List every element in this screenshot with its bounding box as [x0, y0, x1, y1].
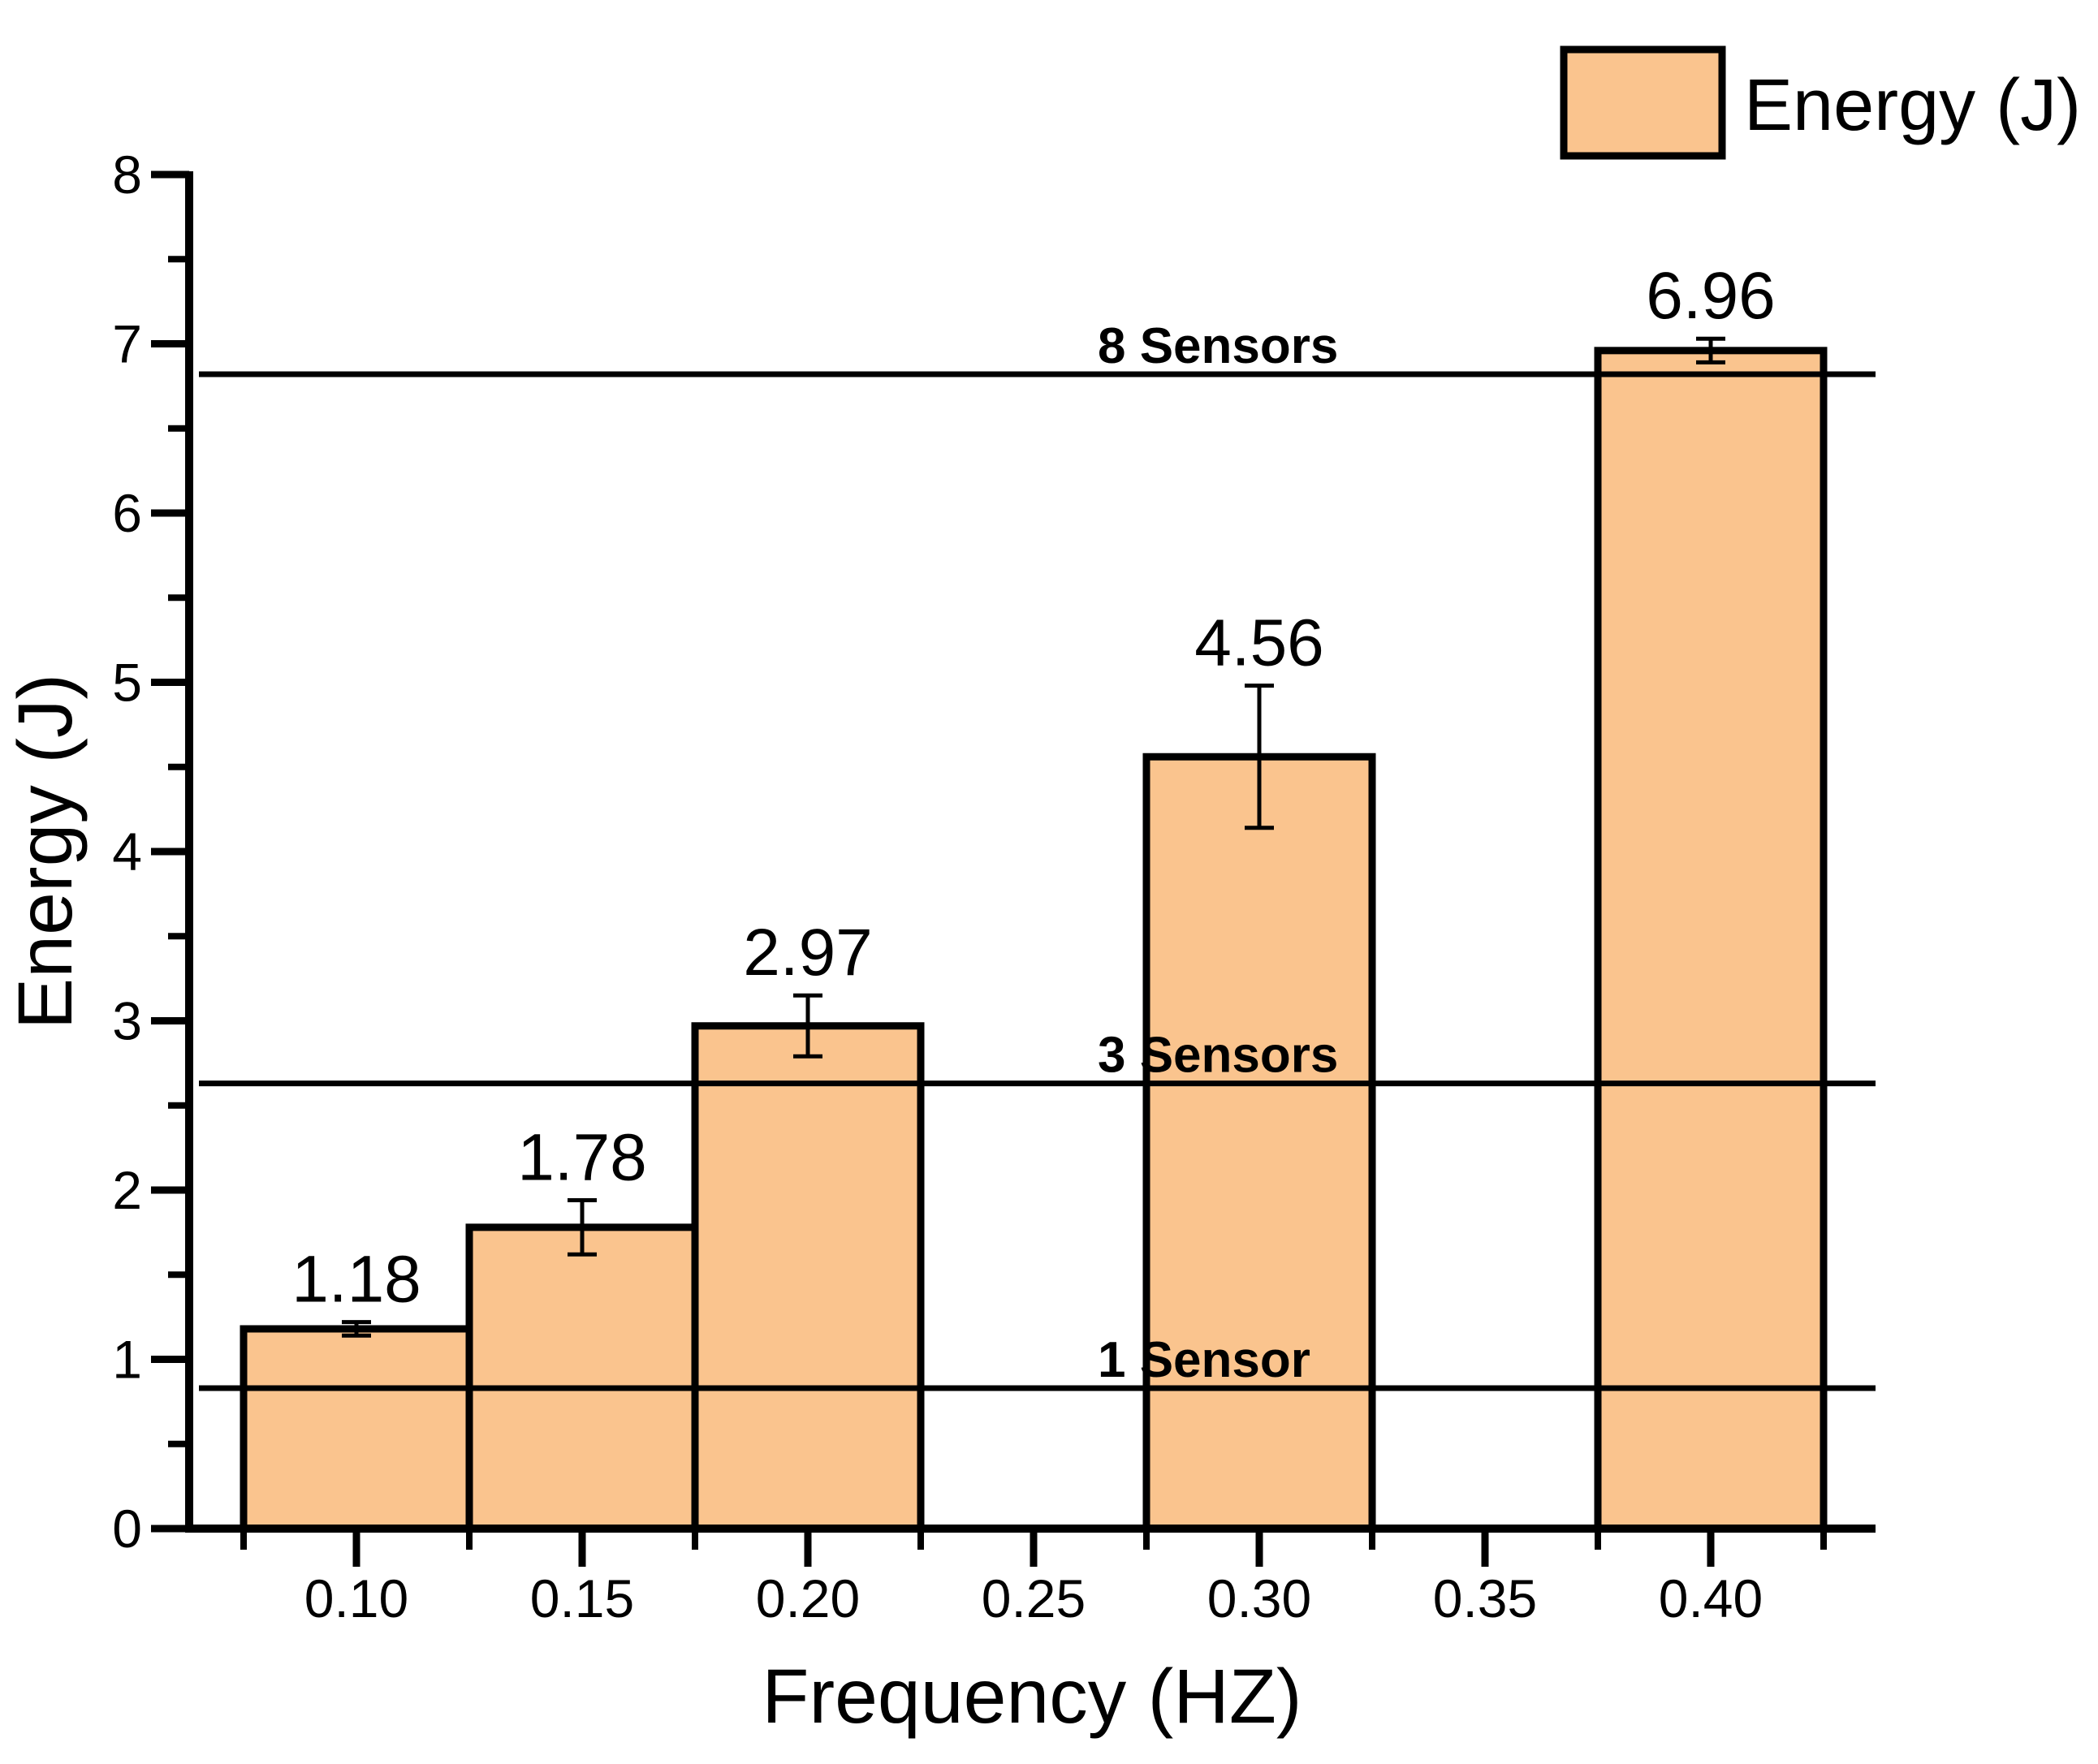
x-tick-label: 0.15	[530, 1568, 634, 1628]
y-tick-label: 7	[112, 314, 142, 374]
legend-label: Energy (J)	[1744, 65, 2081, 146]
error-bar-4.56	[1245, 684, 1274, 830]
error-bar-2.97	[793, 993, 822, 1059]
y-tick-label: 0	[112, 1499, 142, 1559]
refline-label-1-sensor: 1 Sensor	[1098, 1332, 1310, 1388]
error-bar-6.96	[1696, 336, 1725, 364]
bar-value-label: 1.78	[517, 1121, 647, 1195]
reference-lines-layer: 1 Sensor 3 Sensors 8 Sensors	[199, 318, 1876, 1391]
bar-6.96	[1594, 347, 1828, 1533]
x-tick-label: 0.10	[304, 1568, 408, 1628]
bar-value-label: 2.97	[743, 916, 873, 990]
value-labels-layer: 1.18 1.78 2.97 4.56 6.96	[291, 259, 1776, 1316]
error-bar-1.78	[568, 1198, 597, 1257]
x-tick-label: 0.20	[756, 1568, 860, 1628]
bar-4.56	[1142, 753, 1376, 1533]
x-axis-title: Frequency (HZ)	[762, 1654, 1302, 1740]
bar-value-label: 6.96	[1646, 259, 1776, 333]
error-bar-1.18	[342, 1320, 371, 1338]
legend-swatch	[1560, 45, 1726, 160]
bar-1.78	[465, 1223, 699, 1533]
bar-1.18	[240, 1325, 473, 1533]
x-tick-label: 0.35	[1433, 1568, 1537, 1628]
y-tick-label: 6	[112, 483, 142, 543]
x-tick-label: 0.40	[1659, 1568, 1763, 1628]
y-tick-label: 1	[112, 1330, 142, 1390]
y-tick-label: 4	[112, 822, 142, 882]
axes-layer	[151, 170, 1876, 1567]
x-tick-label: 0.30	[1207, 1568, 1311, 1628]
bar-2.97	[691, 1022, 925, 1533]
x-tick-label: 0.25	[982, 1568, 1086, 1628]
y-tick-label: 2	[112, 1160, 142, 1220]
y-tick-label: 5	[112, 653, 142, 713]
y-tick-label: 8	[112, 144, 142, 205]
error-bars-layer	[342, 336, 1725, 1338]
refline-label-3-sensors: 3 Sensors	[1098, 1028, 1338, 1084]
bar-value-label: 4.56	[1194, 606, 1324, 680]
y-tick-label: 3	[112, 991, 142, 1051]
legend: Energy (J)	[1560, 45, 2081, 160]
bars-layer	[240, 347, 1828, 1533]
tick-labels-layer: 0 1 2 3 4 5 6 7 8 0.10 0.15 0.20 0.25 0.30 0.35 0.40	[112, 144, 1763, 1628]
refline-label-8-sensors: 8 Sensors	[1098, 318, 1338, 374]
bar-value-label: 1.18	[291, 1243, 421, 1317]
y-axis-title: Energy (J)	[2, 674, 88, 1029]
